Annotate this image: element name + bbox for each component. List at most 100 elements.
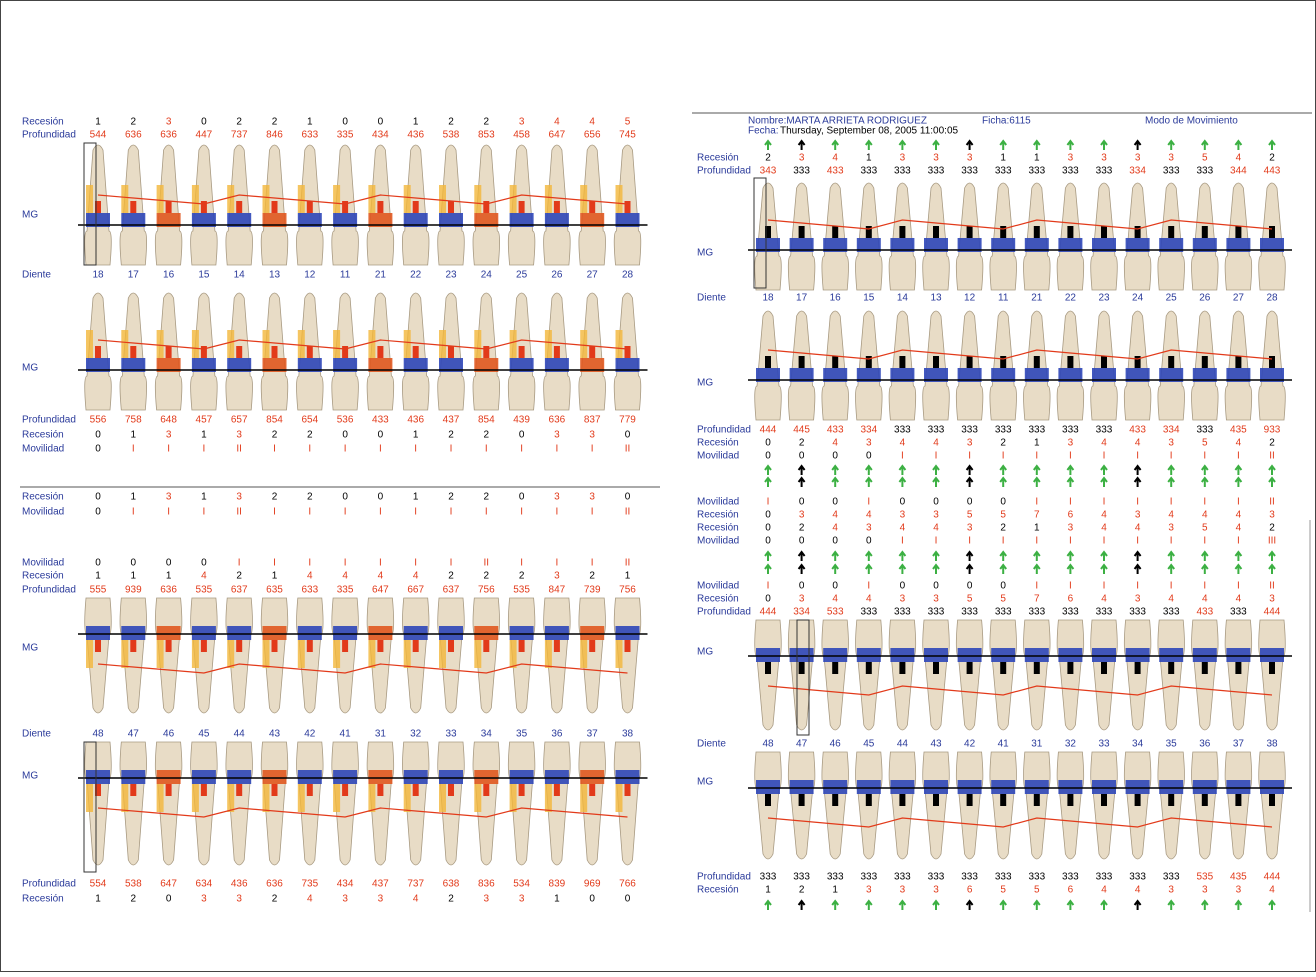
gum-bar	[1101, 356, 1107, 368]
cell: I	[167, 507, 170, 518]
hatch	[121, 640, 128, 668]
gum-bar	[227, 770, 251, 784]
hatch	[510, 330, 517, 358]
gum-bar	[166, 346, 172, 358]
cell: I	[767, 497, 770, 508]
cell: 12	[304, 270, 316, 281]
gum-bar	[1000, 356, 1006, 368]
cell: 2	[799, 438, 805, 449]
hatch	[404, 185, 411, 213]
cell: 447	[196, 130, 213, 141]
cell: 45	[863, 739, 875, 750]
cell: 3	[554, 492, 560, 503]
gum-bar	[272, 346, 278, 358]
cell: 26	[551, 270, 563, 281]
gum-bar	[519, 640, 525, 652]
gum-bar	[236, 201, 242, 213]
cell: 48	[762, 739, 774, 750]
cell: 4	[1202, 510, 1208, 521]
cell: 0	[832, 497, 838, 508]
cell: I	[968, 451, 971, 462]
cell: 647	[372, 585, 389, 596]
hatch	[404, 640, 411, 668]
cell: 333	[995, 607, 1012, 618]
cell: 1	[1000, 153, 1006, 164]
cell: 14	[234, 270, 246, 281]
gum-bar	[377, 784, 383, 796]
cell: 33	[445, 729, 457, 740]
gum-bar	[1135, 794, 1141, 806]
gum-bar	[625, 640, 631, 652]
gum-bar	[510, 626, 534, 640]
hatch	[227, 784, 234, 812]
hatch	[121, 330, 128, 358]
cell: 28	[1266, 293, 1278, 304]
gum-bar	[192, 770, 216, 784]
cell: 6	[1068, 594, 1074, 605]
cell: 3	[166, 492, 172, 503]
cell: 3	[799, 594, 805, 605]
cell: 0	[967, 497, 973, 508]
cell: 0	[900, 581, 906, 592]
cell: 636	[160, 585, 177, 596]
cell: I	[414, 558, 417, 569]
cell: 0	[95, 507, 101, 518]
cell: 0	[799, 497, 805, 508]
hatch	[86, 185, 93, 213]
hatch	[192, 330, 199, 358]
cell: 2	[307, 492, 313, 503]
gum-bar	[201, 640, 207, 652]
gum-bar	[799, 794, 805, 806]
cell: 854	[478, 415, 495, 426]
cell: 3	[1068, 438, 1074, 449]
cell: 36	[551, 729, 563, 740]
cell: 3	[900, 510, 906, 521]
gum-bar	[958, 780, 982, 794]
row-label: MG	[697, 378, 713, 389]
cell: 445	[793, 425, 810, 436]
gum-bar	[298, 626, 322, 640]
cell: III	[1268, 536, 1276, 547]
cell: 1	[201, 430, 207, 441]
gum-bar	[130, 784, 136, 796]
cell: 3	[900, 153, 906, 164]
gum-bar	[958, 648, 982, 662]
hatch	[580, 640, 587, 668]
cell: 4	[1101, 594, 1107, 605]
cell: 333	[1096, 166, 1113, 177]
cell: 758	[125, 415, 142, 426]
cell: 333	[1230, 607, 1247, 618]
row-label: Profundidad	[22, 585, 76, 596]
hatch	[192, 640, 199, 668]
cell: I	[203, 444, 206, 455]
cell: I	[591, 507, 594, 518]
gum-bar	[130, 201, 136, 213]
cell: 32	[410, 729, 422, 740]
cell: 3	[1202, 885, 1208, 896]
cell: 333	[928, 425, 945, 436]
gum-bar	[625, 784, 631, 796]
cell: 444	[1264, 872, 1281, 883]
hatch	[333, 640, 340, 668]
gum-bar	[554, 784, 560, 796]
cell: 333	[1196, 166, 1213, 177]
cell: 2	[236, 117, 242, 128]
cell: 45	[198, 729, 210, 740]
hatch	[616, 185, 623, 213]
cell: 3	[1168, 885, 1174, 896]
gum-bar	[756, 780, 780, 794]
gum-bar	[1235, 662, 1241, 674]
gum-bar	[616, 770, 640, 784]
cell: 647	[549, 130, 566, 141]
cell: 3	[933, 885, 939, 896]
cell: I	[935, 536, 938, 547]
gum-bar	[924, 780, 948, 794]
cell: I	[308, 558, 311, 569]
hatch	[157, 330, 164, 358]
cell: II	[1269, 497, 1275, 508]
cell: 37	[1233, 739, 1245, 750]
cell: 12	[964, 293, 976, 304]
gum-bar	[404, 770, 428, 784]
cell: 0	[166, 558, 172, 569]
cell: 333	[1129, 607, 1146, 618]
